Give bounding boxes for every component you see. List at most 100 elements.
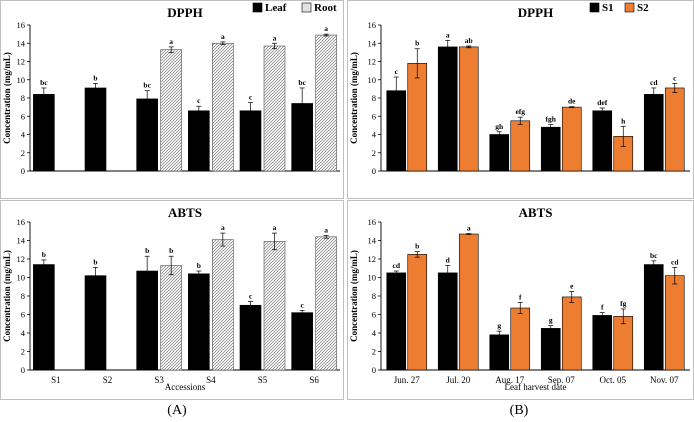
- legend-label-s1: S1: [602, 2, 614, 14]
- chart-b-abts: ABTS 0 2 4 6 8 10 12 14 16 Concentration (mg/mL) Ju…: [347, 200, 694, 400]
- bar-s2: [510, 120, 531, 172]
- y-tick-label: 16: [17, 20, 26, 30]
- significance-label: cd: [671, 257, 679, 266]
- bar-root: [212, 42, 234, 172]
- bar-group-oct-05: def h: [592, 98, 634, 172]
- category-label: Oct. 05: [600, 375, 627, 385]
- significance-label: bc: [143, 81, 151, 90]
- bar-s2: [664, 275, 685, 371]
- legend-label-leaf: Leaf: [265, 2, 287, 14]
- y-tick-label: 0: [21, 365, 25, 375]
- y-tick-label: 14: [17, 236, 26, 246]
- y-tick-label: 2: [372, 347, 376, 357]
- bar-root: [263, 241, 286, 371]
- y-axis-label: Concentration (mg/mL): [349, 250, 359, 342]
- legend-swatch-leaf: [252, 2, 263, 13]
- y-tick-label: 10: [368, 273, 377, 283]
- y-tick-label: 4: [372, 130, 377, 140]
- category-label: S4: [206, 375, 216, 385]
- bar-leaf: [84, 87, 107, 172]
- bar-group-nov-07: Nov. 07 bc cd: [643, 251, 685, 385]
- chart-frame: [0, 0, 344, 199]
- y-tick-label: 16: [17, 217, 26, 227]
- bar-leaf: [188, 110, 210, 172]
- y-tick-label: 8: [21, 291, 25, 301]
- significance-label: a: [169, 37, 173, 46]
- y-tick-label: 12: [17, 57, 26, 67]
- bar-group-nov-07: cd c: [643, 73, 685, 172]
- chart-title: ABTS: [168, 205, 202, 220]
- category-label: S6: [309, 375, 319, 385]
- chart-frame: [0, 200, 344, 400]
- bar-s1: [437, 272, 458, 371]
- significance-label: a: [221, 223, 225, 232]
- bar-s1: [386, 272, 407, 371]
- y-axis-label: Concentration (mg/mL): [2, 52, 12, 144]
- significance-label: def: [597, 98, 608, 107]
- category-label: S5: [258, 375, 268, 385]
- y-tick-label: 6: [372, 310, 376, 320]
- y-tick-label: 4: [372, 328, 377, 338]
- category-label: S3: [154, 375, 164, 385]
- y-tick-label: 2: [21, 148, 25, 158]
- bar-group-s1: bc: [33, 78, 55, 172]
- significance-label: efg: [515, 107, 525, 116]
- bar-s2: [407, 254, 428, 371]
- bar-root: [263, 45, 286, 172]
- significance-label: b: [93, 73, 97, 82]
- significance-label: fg: [620, 299, 626, 308]
- y-tick-label: 8: [372, 291, 376, 301]
- significance-label: c: [673, 73, 677, 82]
- bar-group-s3: bc a: [136, 37, 182, 172]
- bar-group-sep-07: Sep. 07 g e: [540, 281, 582, 385]
- bar-s2: [561, 106, 582, 172]
- bar-s1: [592, 110, 613, 172]
- bar-leaf: [239, 304, 262, 371]
- bar-leaf: [239, 110, 262, 172]
- category-label: S1: [51, 375, 61, 385]
- significance-label: b: [42, 250, 46, 259]
- y-tick-label: 8: [372, 93, 376, 103]
- y-tick-label: 10: [17, 273, 26, 283]
- significance-label: g: [497, 321, 501, 330]
- bar-group-jun-27: Jun. 27 cd b: [386, 242, 428, 385]
- chart-title: DPPH: [518, 5, 553, 20]
- significance-label: b: [415, 242, 419, 251]
- significance-label: a: [324, 24, 328, 33]
- bar-group-sep-07: fgh de: [540, 97, 582, 172]
- bar-leaf: [33, 94, 55, 172]
- bar-group-s6: S6 c a: [291, 225, 337, 385]
- significance-label: a: [273, 223, 277, 232]
- chart-title: ABTS: [519, 205, 553, 220]
- bar-s2: [664, 87, 685, 172]
- y-tick-label: 8: [21, 93, 25, 103]
- significance-label: b: [145, 246, 149, 255]
- bar-s1: [489, 334, 510, 371]
- significance-label: f: [601, 303, 604, 312]
- y-tick-label: 12: [368, 254, 377, 264]
- legend: Leaf Root: [252, 2, 337, 14]
- significance-label: f: [519, 292, 522, 301]
- y-tick-label: 12: [368, 57, 377, 67]
- y-tick-label: 16: [368, 217, 377, 227]
- significance-label: h: [621, 116, 626, 125]
- y-tick-label: 4: [21, 130, 26, 140]
- significance-label: ab: [465, 36, 473, 45]
- bar-leaf: [84, 275, 107, 371]
- bar-group-aug-17: Aug. 17 g f: [489, 292, 531, 385]
- bar-root: [315, 236, 337, 371]
- bar-group-oct-05: Oct. 05 f fg: [592, 299, 634, 385]
- significance-label: de: [568, 97, 576, 106]
- bar-s1: [540, 328, 561, 371]
- legend-swatch-s2: [624, 2, 635, 13]
- bar-group-aug-17: gh efg: [489, 107, 531, 172]
- significance-label: cd: [393, 261, 401, 270]
- bar-group-s4: ca: [188, 32, 234, 172]
- x-axis-label: Leaf harvest date: [505, 382, 567, 392]
- y-tick-label: 6: [21, 310, 25, 320]
- significance-label: bc: [40, 78, 48, 87]
- y-tick-label: 14: [368, 38, 377, 48]
- chart-title: DPPH: [167, 5, 202, 20]
- y-tick-label: 14: [368, 236, 377, 246]
